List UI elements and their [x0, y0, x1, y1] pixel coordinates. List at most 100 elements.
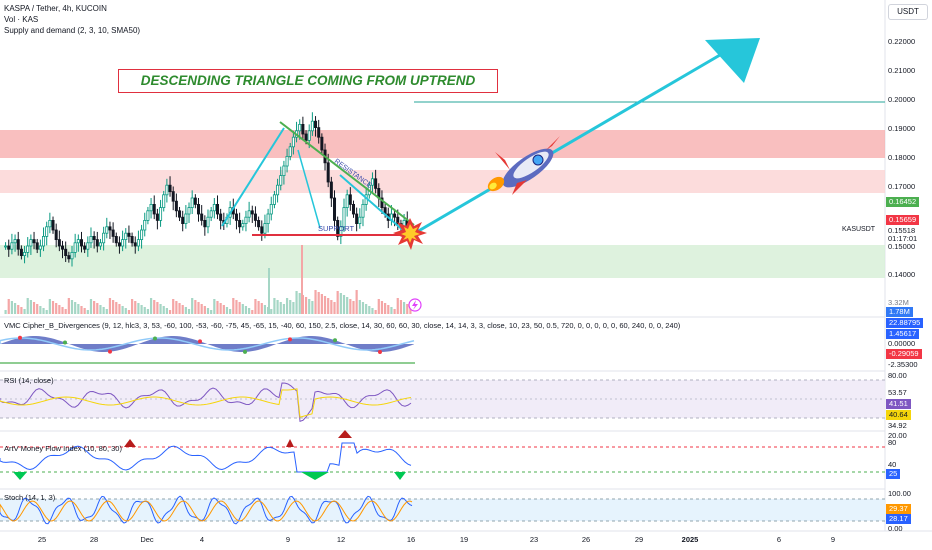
mfi-title[interactable]: ArtV Money Flow Index (10, 80, 30) — [4, 444, 122, 453]
resistance-line — [279, 121, 415, 226]
support-label: SUPPORT — [318, 224, 355, 233]
vmc-dot — [333, 338, 337, 343]
rsi-signal-line — [0, 388, 412, 418]
candle-body — [339, 226, 343, 237]
volume-bar — [89, 299, 93, 314]
candle-body — [178, 210, 182, 218]
lightning-icon[interactable] — [408, 298, 422, 312]
volume-bar — [304, 297, 308, 314]
volume-bar — [213, 299, 216, 314]
candle-body — [209, 210, 213, 218]
volume-bar — [349, 299, 352, 314]
volume-bar — [181, 305, 184, 314]
time-tick: 9 — [285, 535, 291, 544]
candle-body — [374, 178, 378, 189]
volume-legend[interactable]: Vol · KAS — [4, 15, 39, 24]
candle-body — [67, 255, 71, 260]
volume-bar — [254, 299, 257, 314]
candle-body — [317, 127, 321, 138]
volume-bar — [374, 310, 377, 314]
candle-body — [234, 213, 238, 221]
volume-bar — [289, 300, 292, 314]
candle-body — [329, 181, 333, 199]
candle-body — [95, 239, 99, 247]
mfi-main-line — [0, 442, 412, 473]
symbol-title[interactable]: KASPA / Tether, 4h, KUCOIN — [4, 4, 107, 13]
candle-body — [298, 124, 302, 132]
candle-body — [310, 120, 314, 132]
volume-bar — [235, 300, 238, 314]
candle-body — [244, 216, 248, 224]
volume-bar — [263, 305, 267, 314]
vmc-dot — [18, 335, 22, 340]
candle-body — [70, 251, 74, 260]
time-tick: 29 — [634, 535, 644, 544]
candle-body — [121, 239, 125, 247]
volume-bar — [371, 308, 374, 314]
candle-body — [38, 245, 42, 250]
time-tick: 16 — [406, 535, 416, 544]
candle-body — [51, 219, 55, 231]
vmc-tick: -2.35300 — [888, 360, 918, 369]
price-badge-green: 0.16452 — [886, 197, 920, 207]
volume-bar — [112, 300, 115, 314]
volume-bar — [346, 297, 349, 314]
volume-bar — [387, 305, 390, 314]
candle-body — [168, 184, 172, 192]
volume-bar — [140, 305, 143, 314]
mfi-tick: 80 — [888, 438, 897, 447]
price-badge-red: 0.15659 — [886, 215, 920, 225]
rsi-title[interactable]: RSI (14, close) — [4, 376, 54, 385]
volume-bar — [108, 298, 112, 314]
candle-body — [266, 213, 270, 224]
candle-body — [165, 184, 169, 196]
volume-bar — [7, 299, 10, 314]
volume-bar — [29, 300, 32, 314]
stoch-title[interactable]: Stoch (14, 1, 3) — [4, 493, 56, 502]
volume-bar — [219, 303, 222, 314]
vmc-dot — [153, 336, 157, 341]
volume-bar — [58, 305, 61, 314]
volume-bar — [20, 307, 23, 314]
candle-body — [23, 251, 27, 256]
candle-body — [272, 194, 276, 205]
volume-bar — [323, 296, 327, 314]
candle-body — [133, 242, 137, 247]
candle-body — [203, 219, 207, 228]
candle-body — [76, 239, 80, 244]
candle-body — [146, 210, 150, 221]
candle-body — [61, 245, 65, 250]
volume-bar — [260, 303, 263, 314]
candle-body — [288, 146, 292, 157]
volume-bar — [336, 291, 339, 314]
candle-body — [279, 175, 283, 186]
volume-bar — [93, 301, 96, 314]
candle-body — [174, 200, 178, 212]
candle-body — [333, 197, 337, 221]
candle-body — [212, 203, 216, 212]
mfi-line — [0, 430, 412, 480]
headline-annotation: DESCENDING TRIANGLE COMING FROM UPTREND — [118, 69, 498, 93]
vmc-title[interactable]: VMC Cipher_B_Divergences (9, 12, hlc3, 3… — [4, 321, 681, 330]
candle-body — [307, 130, 311, 141]
candle-body — [184, 213, 188, 224]
volume-bar — [222, 305, 225, 314]
candle-body — [162, 194, 166, 209]
time-tick: 2025 — [681, 535, 699, 544]
mfi-badge: 25 — [886, 469, 901, 479]
time-tick: Dec — [140, 535, 154, 544]
candle-body — [79, 239, 83, 247]
volume-bar — [13, 303, 17, 314]
candle-body — [108, 226, 112, 231]
volume-bar — [333, 302, 336, 314]
time-tick: 12 — [336, 535, 346, 544]
currency-button[interactable]: USDT — [888, 4, 928, 20]
stoch-d-line — [0, 500, 413, 522]
vmc-dot — [243, 349, 247, 354]
volume-bar — [67, 298, 70, 314]
indicator-legend[interactable]: Supply and demand (2, 3, 10, SMA50) — [4, 26, 141, 35]
rsi-band — [0, 380, 885, 418]
volume-bar — [298, 293, 301, 314]
volume-bar — [143, 307, 146, 314]
